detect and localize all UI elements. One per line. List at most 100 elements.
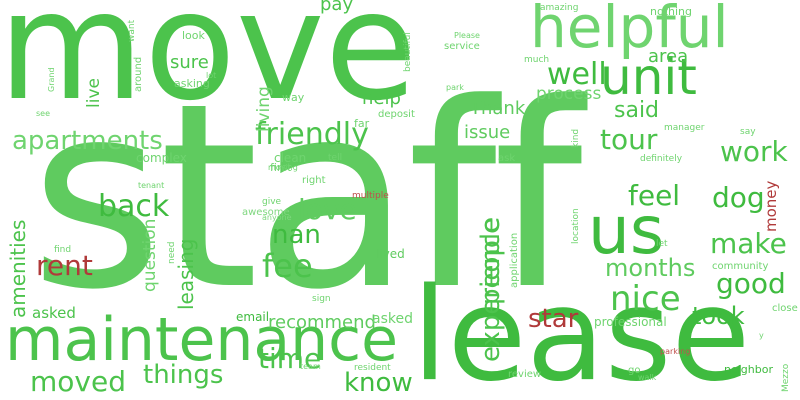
word-love: love [298,193,357,226]
word-amazing: amazing [540,3,579,13]
word-y: y [759,331,764,340]
word-beautiful: beautiful [403,32,413,72]
word-took: took [692,302,745,330]
word-dog: dog [712,181,765,214]
word-process: process [536,84,602,104]
word-friendly: friendly [255,117,369,152]
word-first: first [270,161,292,174]
word-tell: tell [328,153,343,163]
word-far: far [354,117,370,130]
word-money: money [762,180,780,232]
word-feel: feel [628,179,681,212]
word-know: know [344,368,413,398]
word-close: close [772,303,798,314]
word-fee: fee [262,247,313,285]
word-right: right [302,175,326,186]
word-us: us [588,192,665,269]
word-definitely: definitely [640,154,683,164]
word-manager: manager [664,123,705,133]
word-star: star [528,304,579,334]
word-asking: asking [174,77,210,90]
word-issue: issue [464,122,511,143]
word-unit: unit [600,48,697,106]
word-nice: nice [610,279,681,319]
word-sign: sign [312,294,331,304]
word-living: living [254,86,274,132]
word-need: need [167,241,177,265]
word-work: work [720,135,788,168]
word-awesome: awesome [242,207,290,218]
word-way: way [282,91,305,104]
word-pay: pay [320,0,354,15]
word-tour: tour [600,123,658,156]
word-walk: walk [638,373,657,382]
word-park: park [446,83,464,92]
word-say: say [740,127,756,137]
word-question: question [140,218,160,292]
word-lived: lived [376,247,405,261]
word-anyone: anyone [262,213,292,222]
word-things: things [143,360,224,390]
word-helpful: helpful [530,0,729,61]
word-maintenance: maintenance [5,305,399,375]
word-recommend: recommend [268,312,376,333]
word-nothing: nothing [650,5,692,18]
word-team: team [300,362,321,371]
word-live: live [84,78,104,108]
word-service: service [444,41,480,52]
word-people: people [476,216,506,305]
word-tenant: tenant [138,181,165,190]
word-go: go [628,365,641,376]
word-area: area [648,46,689,67]
word-Mezzo: Mezzo [781,363,791,392]
word-back: back [98,189,170,224]
word-good: good [716,267,786,300]
word-parking: parking [660,347,691,356]
word-multiple: multiple [352,191,389,201]
word-make: make [710,227,787,260]
word-look: look [182,29,205,42]
word-moving: moving [268,163,298,172]
word-apartments: apartments [12,126,163,156]
word-rent: rent [36,249,93,282]
word-deposit: deposit [378,109,415,120]
word-see: see [36,109,51,118]
word-find: find [54,245,72,255]
word-months: months [605,254,696,282]
word-well: well [547,57,607,92]
word-application: application [509,232,520,288]
word-amenities: amenities [6,219,30,318]
word-clean: clean [274,151,307,165]
word-let: let [656,239,668,249]
word-lot: lot [206,71,217,80]
word-much: much [524,55,550,65]
word-asked-2: asked [32,304,76,322]
word-Please: Please [454,31,480,40]
word-email: email [236,310,270,324]
word-lease: lease [412,261,751,400]
word-give: give [262,197,282,207]
word-location: location [571,208,581,244]
word-want: want [127,19,137,42]
word-resident: resident [354,363,391,373]
word-complex: complex [136,151,187,165]
word-asked: asked [372,311,413,327]
word-move: move [0,0,417,134]
word-neighbor: neighbor [724,363,773,376]
word-review: review [508,369,542,380]
word-professional: professional [594,315,667,329]
word-sure: sure [170,52,209,73]
word-staff: staff [30,49,583,346]
word-around: around [133,56,144,92]
word-help: help [362,88,401,109]
word-moved: moved [30,365,126,398]
word-said: said [614,98,660,123]
word-kind: kind [571,128,581,148]
word-Grand: Grand [47,67,56,92]
word-community: community [712,261,769,272]
word-nan: nan [272,220,321,250]
word-ask: ask [498,153,516,164]
word-time: time [258,342,322,375]
word-Thank: Thank [470,98,526,119]
